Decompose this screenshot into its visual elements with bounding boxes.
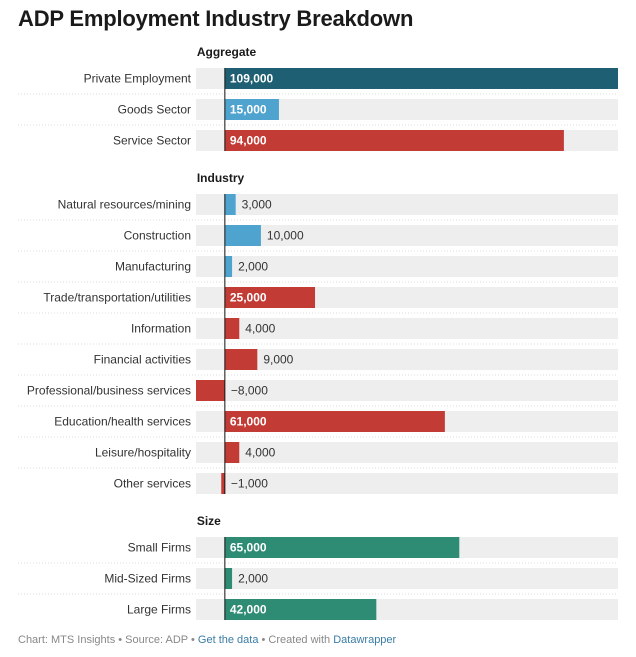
data-label: 3,000: [242, 198, 272, 212]
bar-track: [196, 99, 618, 120]
data-label: 42,000: [230, 603, 267, 617]
bar-track: [196, 349, 618, 370]
group-title: Size: [197, 514, 221, 528]
datawrapper-link[interactable]: Datawrapper: [333, 634, 397, 646]
data-label: 25,000: [230, 291, 267, 305]
bar-track: [196, 442, 618, 463]
bar-track: [196, 194, 618, 215]
bar: [224, 442, 240, 463]
category-label: Other services: [114, 477, 191, 491]
data-label: 65,000: [230, 541, 267, 555]
data-label: 109,000: [230, 72, 274, 86]
footer-credits: Chart: MTS Insights • Source: ADP •: [18, 634, 198, 646]
data-label: 9,000: [263, 353, 293, 367]
category-label: Large Firms: [127, 603, 191, 617]
data-label: −1,000: [231, 477, 268, 491]
bar: [224, 130, 564, 151]
category-label: Service Sector: [113, 134, 191, 148]
category-label: Financial activities: [94, 353, 191, 367]
bar: [224, 287, 316, 308]
category-label: Private Employment: [84, 72, 192, 86]
category-label: Manufacturing: [115, 260, 191, 274]
chart-title: ADP Employment Industry Breakdown: [18, 6, 414, 31]
bar-track: [196, 225, 618, 246]
bar: [224, 411, 445, 432]
bar: [224, 194, 236, 215]
data-label: 15,000: [230, 103, 267, 117]
bar: [224, 599, 377, 620]
data-label: 94,000: [230, 134, 267, 148]
bar: [224, 68, 618, 89]
group-title: Aggregate: [197, 45, 257, 59]
category-label: Mid-Sized Firms: [104, 572, 191, 586]
category-label: Professional/business services: [27, 384, 191, 398]
category-label: Education/health services: [54, 415, 191, 429]
bar: [224, 318, 240, 339]
data-label: −8,000: [231, 384, 268, 398]
bar: [224, 225, 261, 246]
bar: [224, 537, 460, 558]
chart-footer: Chart: MTS Insights • Source: ADP • Get …: [18, 634, 396, 646]
category-label: Natural resources/mining: [58, 198, 191, 212]
category-label: Leisure/hospitality: [95, 446, 191, 460]
bar-track: [196, 256, 618, 277]
bar: [224, 99, 279, 120]
data-label: 2,000: [238, 260, 268, 274]
category-label: Trade/transportation/utilities: [43, 291, 191, 305]
footer-created-with: • Created with: [258, 634, 334, 646]
bar: [224, 568, 233, 589]
data-label: 4,000: [245, 322, 275, 336]
bar: [224, 349, 258, 370]
data-label: 4,000: [245, 446, 275, 460]
data-label: 10,000: [267, 229, 304, 243]
bar: [221, 473, 225, 494]
data-label: 2,000: [238, 572, 268, 586]
category-label: Goods Sector: [118, 103, 191, 117]
bar-track: [196, 318, 618, 339]
bar-track: [196, 568, 618, 589]
bar: [196, 380, 225, 401]
category-label: Small Firms: [128, 541, 191, 555]
data-label: 61,000: [230, 415, 267, 429]
bar: [224, 256, 233, 277]
get-the-data-link[interactable]: Get the data: [197, 634, 259, 646]
bar-track: [196, 473, 618, 494]
chart-area: Aggregate Private Employment 109,000 Goods …: [18, 45, 618, 620]
group-title: Industry: [197, 171, 245, 185]
bar-track: [196, 380, 618, 401]
category-label: Information: [131, 322, 191, 336]
category-label: Construction: [124, 229, 191, 243]
